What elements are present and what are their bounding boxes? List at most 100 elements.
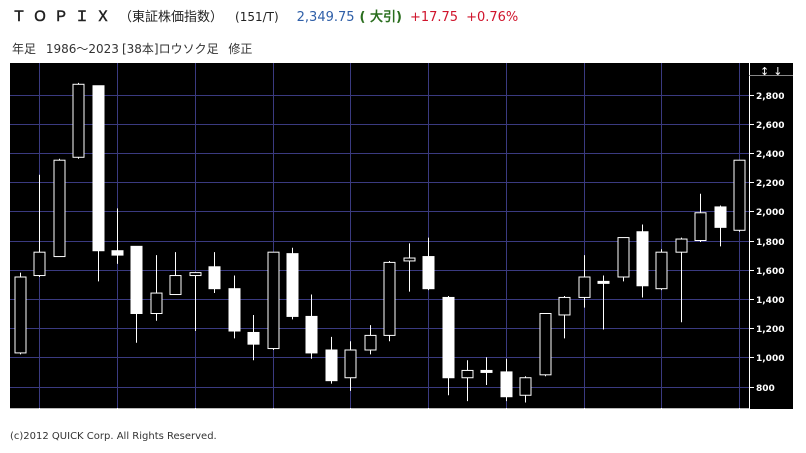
adjust-label: 修正	[228, 42, 253, 56]
x-axis-ticks: 1987 1991 1995 1999 2003 2007 2011 2015 2019 2023	[27, 408, 752, 425]
candle	[383, 260, 396, 342]
candle	[228, 275, 241, 339]
candle-body-up	[461, 369, 474, 379]
price-change-pct: +0.76%	[466, 10, 519, 25]
candle-body-down	[422, 256, 435, 290]
chart-settings: 年足 1986～2023 [38本]ロウソク足 修正	[12, 40, 258, 57]
y-tick-label: 800	[756, 384, 775, 394]
candle-body-down	[597, 280, 610, 284]
candle	[714, 205, 727, 247]
candle-body-up	[558, 296, 571, 316]
candle-body-down	[636, 231, 649, 287]
candle-body-up	[617, 237, 630, 278]
candle-body-down	[442, 296, 455, 379]
candle	[53, 158, 66, 258]
count-label: [38本]	[121, 42, 159, 56]
candle	[169, 252, 182, 296]
candle	[267, 251, 280, 350]
candle	[72, 82, 85, 159]
candle-body-up	[694, 212, 707, 241]
index-code: (151/T)	[235, 10, 279, 24]
quote-header: ＴＯＰＩＸ （東証株価指数） (151/T) 2,349.75 ( 大引) +1…	[12, 6, 518, 30]
candle	[655, 249, 668, 291]
candle	[675, 237, 688, 323]
candle	[189, 272, 202, 332]
x-tick-label: 2015	[572, 415, 597, 425]
candle	[442, 295, 455, 396]
candle	[130, 245, 143, 343]
candle	[519, 376, 532, 403]
candle	[305, 294, 318, 359]
y-tick-label: 1,200	[756, 325, 784, 335]
candle-body-up	[655, 251, 668, 290]
candle-body-down	[500, 371, 513, 398]
candle-body-up	[519, 377, 532, 396]
x-tick-label: 1999	[261, 415, 286, 425]
candle-body-up	[733, 159, 746, 231]
range-label: 1986～2023	[45, 42, 119, 56]
candle-body-up	[403, 257, 416, 262]
candle-body-up	[14, 276, 27, 354]
candle	[344, 341, 357, 391]
y-tick-label: 1,400	[756, 296, 784, 306]
candle-body-down	[111, 250, 124, 256]
x-tick-label: 2023	[727, 415, 752, 425]
y-axis-ticks: 800 1,000 1,200 1,400 1,600 1,800 2,000 2,200 2,…	[749, 92, 784, 394]
y-tick-label: 2,600	[756, 121, 784, 131]
candle-body-down	[286, 253, 299, 317]
candle-body-up	[267, 251, 280, 350]
y-tick-label: 1,000	[756, 354, 784, 364]
candle-body-up	[33, 251, 46, 277]
copyright: (c)2012 QUICK Corp. All Rights Reserved.	[10, 431, 217, 442]
candle-body-up	[189, 272, 202, 277]
index-name: （東証株価指数）	[119, 10, 224, 25]
candle	[325, 336, 338, 384]
session-tag: ( 大引)	[359, 10, 402, 25]
x-tick-label: 2003	[338, 415, 363, 425]
candle-body-up	[53, 159, 66, 258]
candle	[111, 208, 124, 264]
candle-body-down	[208, 266, 221, 290]
x-tick-label: 2011	[494, 415, 519, 425]
candle-body-down	[305, 315, 318, 354]
candle	[461, 360, 474, 402]
candle	[558, 295, 571, 339]
y-tick-label: 2,200	[756, 179, 784, 189]
y-tick-label: 2,000	[756, 208, 784, 218]
candle-body-up	[72, 83, 85, 158]
candle	[480, 357, 493, 386]
plot-background	[10, 63, 793, 409]
candle-body-down	[714, 206, 727, 228]
price-change: +17.75	[409, 10, 459, 25]
candle	[500, 358, 513, 402]
y-tick-label: 2,400	[756, 150, 784, 160]
candles	[14, 82, 746, 403]
candle-body-up	[150, 292, 163, 314]
x-tick-label: 2019	[649, 415, 674, 425]
candle-body-down	[325, 349, 338, 382]
candle	[364, 325, 377, 355]
candle-body-up	[578, 276, 591, 298]
candle	[286, 247, 299, 320]
candle-body-down	[228, 288, 241, 332]
candle-body-down	[130, 245, 143, 314]
candle-body-down	[92, 85, 105, 252]
candle	[422, 237, 435, 291]
candle	[92, 85, 105, 282]
candle	[539, 313, 552, 377]
candle-body-up	[539, 313, 552, 376]
up-down-arrows-icon[interactable]: ↕↓	[760, 65, 787, 78]
ticker-symbol: ＴＯＰＩＸ	[12, 9, 117, 25]
candle-body-up	[383, 261, 396, 336]
candle	[617, 237, 630, 282]
x-tick-label: 1987	[27, 415, 52, 425]
candle	[636, 224, 649, 298]
y-tick-label: 1,800	[756, 238, 784, 248]
chart-type-label: ロウソク足	[158, 42, 219, 56]
candle	[733, 159, 746, 232]
candle	[14, 272, 27, 355]
candle-body-up	[344, 349, 357, 379]
x-tick-label: 1991	[105, 415, 130, 425]
candle-body-up	[364, 334, 377, 351]
